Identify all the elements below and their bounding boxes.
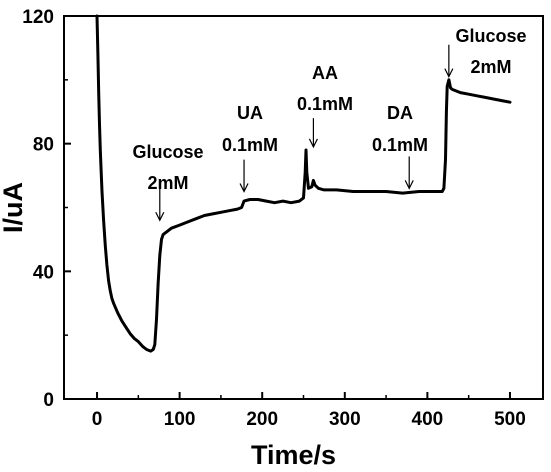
y-tick-label: 0 [43, 390, 54, 411]
y-tick-label: 120 [22, 7, 54, 28]
x-axis-title: Time/s [251, 440, 336, 470]
series-layer [95, 14, 512, 353]
annotation-text: 2mM [147, 173, 188, 193]
annotation-arrow-head [404, 180, 414, 190]
annotation-text: 0.1mM [372, 135, 428, 155]
annotation-text: UA [237, 103, 263, 123]
y-tick-label: 40 [33, 262, 54, 283]
series-line-0 [95, 14, 512, 353]
x-tick-label: 0 [92, 409, 103, 430]
annotation-arrow-head [239, 183, 249, 193]
annotation-text: 0.1mM [297, 94, 353, 114]
annotation-text: Glucose [132, 142, 203, 162]
x-tick-label: 100 [164, 409, 196, 430]
x-tick-label: 400 [412, 409, 444, 430]
annotation-text: DA [387, 103, 413, 123]
annotation-0: Glucose 2mM [132, 142, 204, 222]
x-tick-label: 300 [329, 409, 361, 430]
annotation-text: 2mM [470, 57, 511, 77]
annotation-2: AA 0.1mM [297, 63, 353, 149]
annotation-arrow-head [308, 138, 318, 149]
annotation-1: UA 0.1mM [222, 103, 278, 193]
annotation-arrow-head [444, 68, 454, 78]
y-tick-label: 80 [33, 135, 54, 156]
annotation-3: DA 0.1mM [372, 103, 428, 190]
ticks [64, 15, 511, 400]
annotation-text: AA [312, 63, 338, 83]
x-tick-label: 200 [246, 409, 278, 430]
annotation-arrow-head [155, 211, 165, 222]
y-axis-title: I/uA [0, 182, 28, 233]
annotation-text: 0.1mM [222, 135, 278, 155]
annotation-layer: Glucose 2mM UA 0.1mM AA 0.1mM DA 0.1mM Glucose 2m… [132, 26, 527, 222]
x-tick-label: 500 [494, 409, 526, 430]
annotation-text: Glucose [455, 26, 526, 46]
tick-labels: 0 100 200 300 400 500 0 40 80 120 [22, 7, 526, 430]
annotation-4: Glucose 2mM [444, 26, 527, 78]
